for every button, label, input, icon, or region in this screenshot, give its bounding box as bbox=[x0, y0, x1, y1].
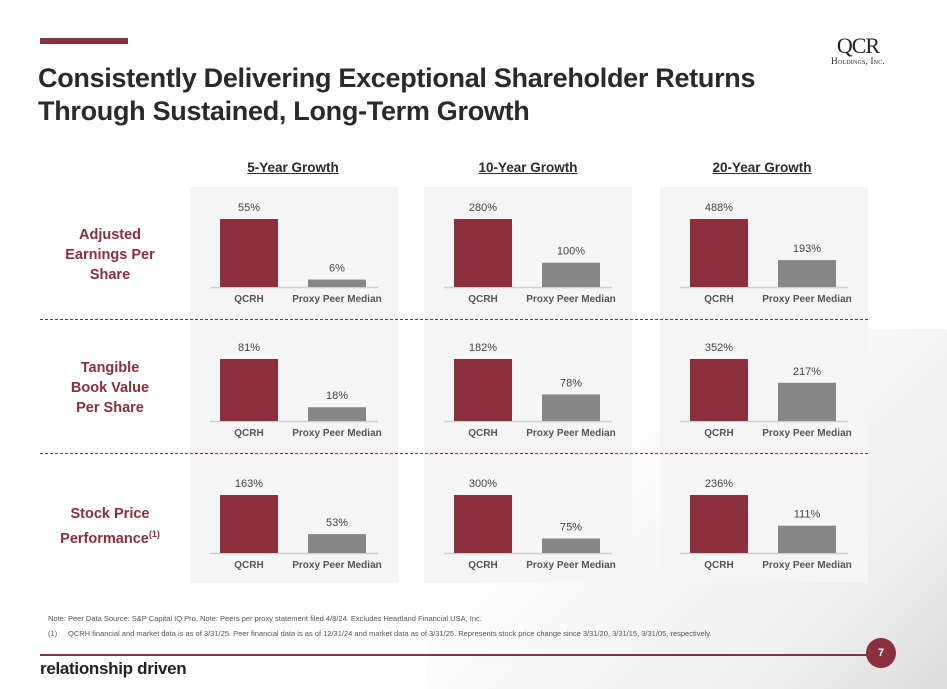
bar-qcrh bbox=[690, 219, 748, 287]
category-label: Proxy Peer Median bbox=[762, 560, 851, 571]
bar-qcrh bbox=[454, 219, 512, 287]
category-label: Proxy Peer Median bbox=[526, 294, 615, 305]
logo-sub: Holdings, Inc. bbox=[831, 56, 885, 66]
category-label: QCRH bbox=[234, 294, 263, 305]
bar-peer-median bbox=[308, 407, 366, 421]
row-label-tbvps: Tangible Book Value Per Share bbox=[40, 358, 180, 418]
bar-peer-median bbox=[542, 262, 600, 287]
data-label: 280% bbox=[469, 202, 497, 214]
data-label: 81% bbox=[238, 342, 260, 354]
bar-peer-median bbox=[778, 382, 836, 421]
page-number-badge: 7 bbox=[866, 638, 896, 668]
bar-qcrh bbox=[220, 219, 278, 287]
data-label: 236% bbox=[705, 478, 733, 490]
bar-qcrh bbox=[454, 359, 512, 421]
bar-peer-median bbox=[308, 279, 366, 287]
category-label: Proxy Peer Median bbox=[526, 428, 615, 439]
row-divider bbox=[40, 319, 868, 320]
bar-peer-median bbox=[778, 525, 836, 553]
note-text: Note: Peer Data Source: S&P Capital IQ P… bbox=[48, 614, 482, 623]
data-label: 182% bbox=[469, 342, 497, 354]
category-label: QCRH bbox=[704, 428, 733, 439]
category-label: Proxy Peer Median bbox=[762, 294, 851, 305]
category-label: Proxy Peer Median bbox=[292, 294, 381, 305]
category-label: QCRH bbox=[468, 294, 497, 305]
data-label: 300% bbox=[469, 478, 497, 490]
data-label: 163% bbox=[235, 478, 263, 490]
logo-main: QCR bbox=[836, 33, 880, 58]
title-line-2: Through Sustained, Long-Term Growth bbox=[38, 96, 530, 126]
row-label-stock-price: Stock Price Performance(1) bbox=[40, 504, 180, 549]
footnote-number: (1) bbox=[48, 629, 58, 638]
category-label: Proxy Peer Median bbox=[292, 560, 381, 571]
bar-qcrh bbox=[690, 359, 748, 421]
row-label-line: Performance(1) bbox=[40, 524, 180, 549]
category-label: QCRH bbox=[704, 560, 733, 571]
bar-qcrh bbox=[690, 495, 748, 553]
row-label-eps: Adjusted Earnings Per Share bbox=[40, 225, 180, 285]
column-header-10yr: 10-Year Growth bbox=[478, 160, 578, 175]
page-title: Consistently Delivering Exceptional Shar… bbox=[38, 62, 755, 128]
category-label: QCRH bbox=[234, 428, 263, 439]
title-line-1: Consistently Delivering Exceptional Shar… bbox=[38, 63, 756, 93]
footnote: (1) QCRH financial and market data is as … bbox=[48, 629, 712, 638]
bar-qcrh bbox=[220, 359, 278, 421]
footnote-text: QCRH financial and market data is as of … bbox=[68, 629, 712, 638]
data-label: 53% bbox=[326, 517, 348, 529]
column-header-5yr: 5-Year Growth bbox=[247, 160, 339, 175]
row-label-text: Performance bbox=[60, 530, 149, 547]
bar-qcrh bbox=[220, 495, 278, 553]
data-label: 488% bbox=[705, 202, 733, 214]
data-label: 6% bbox=[329, 263, 345, 275]
tagline: relationship driven bbox=[40, 659, 187, 678]
data-label: 100% bbox=[557, 246, 585, 258]
data-label: 217% bbox=[793, 366, 821, 378]
footer-rule bbox=[40, 654, 868, 656]
data-label: 18% bbox=[326, 390, 348, 402]
row-label-line: Share bbox=[89, 267, 131, 283]
row-label-line: Per Share bbox=[76, 400, 144, 416]
data-label: 193% bbox=[793, 243, 821, 255]
row-label-line: Book Value bbox=[70, 380, 150, 396]
row-label-line: Stock Price bbox=[70, 506, 150, 522]
data-label: 111% bbox=[794, 509, 821, 521]
accent-bar bbox=[40, 38, 128, 44]
category-label: QCRH bbox=[468, 428, 497, 439]
bar-peer-median bbox=[308, 534, 366, 553]
data-label: 78% bbox=[560, 377, 582, 389]
category-label: Proxy Peer Median bbox=[762, 428, 851, 439]
bar-peer-median bbox=[778, 260, 836, 287]
category-label: Proxy Peer Median bbox=[292, 428, 381, 439]
row-label-line: Adjusted bbox=[78, 227, 142, 243]
data-label: 352% bbox=[705, 342, 733, 354]
bar-qcrh bbox=[454, 495, 512, 553]
data-label: 75% bbox=[560, 522, 582, 534]
bar-peer-median bbox=[542, 394, 600, 421]
data-label: 55% bbox=[238, 202, 260, 214]
bar-peer-median bbox=[542, 538, 600, 553]
category-label: QCRH bbox=[468, 560, 497, 571]
column-header-20yr: 20-Year Growth bbox=[712, 160, 812, 175]
row-label-line: Tangible bbox=[80, 360, 140, 376]
footnote-marker: (1) bbox=[148, 529, 160, 539]
category-label: QCRH bbox=[234, 560, 263, 571]
company-logo: QCR Holdings, Inc. bbox=[818, 33, 898, 67]
category-label: QCRH bbox=[704, 294, 733, 305]
category-label: Proxy Peer Median bbox=[526, 560, 615, 571]
row-label-line: Earnings Per bbox=[65, 247, 155, 263]
row-divider bbox=[40, 453, 868, 454]
